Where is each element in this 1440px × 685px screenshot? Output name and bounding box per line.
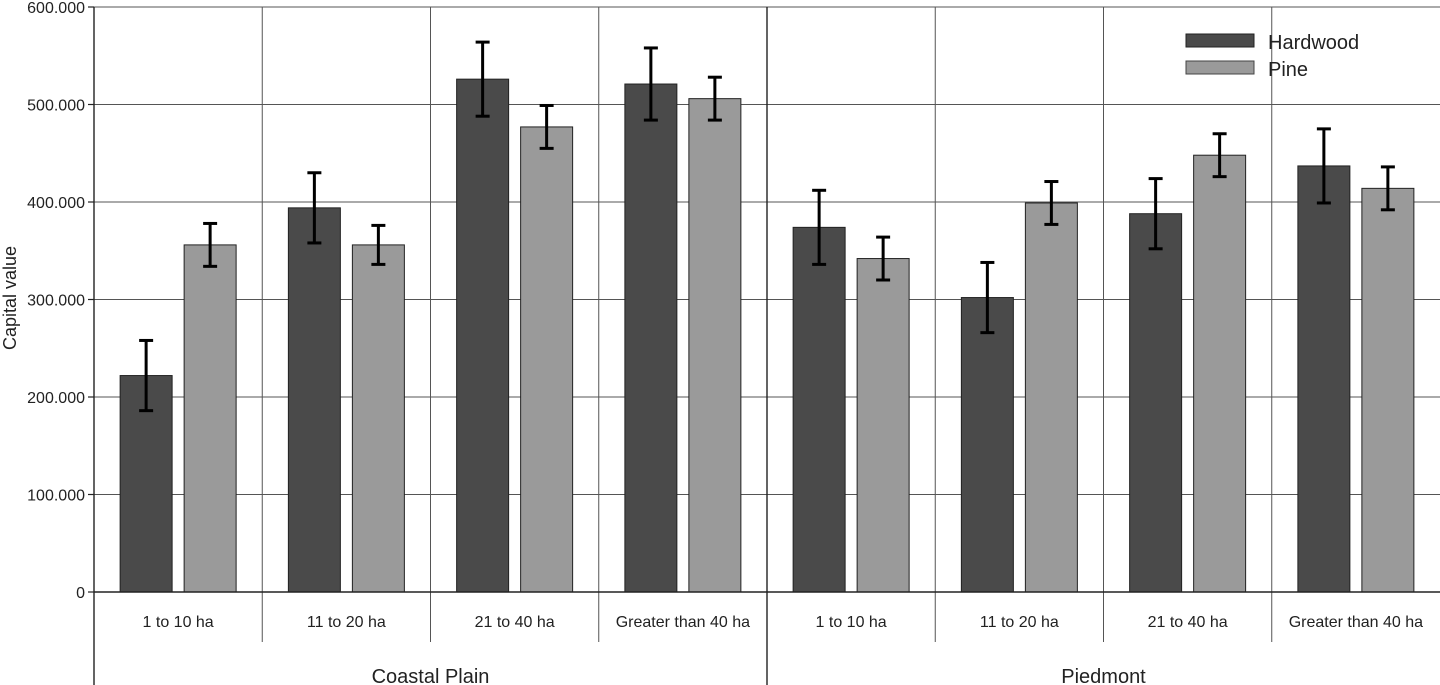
x-tick-label: 11 to 20 ha: [307, 614, 386, 631]
y-axis-title: Capital value: [0, 246, 20, 350]
x-tick-label: 1 to 10 ha: [816, 614, 887, 631]
x-tick-label: 11 to 20 ha: [980, 614, 1059, 631]
x-tick-label: 1 to 10 ha: [143, 614, 214, 631]
bar-pine: [1193, 154, 1247, 593]
bar-hardwood: [624, 83, 678, 593]
y-tick-label: 400.000: [27, 195, 85, 212]
x-tick-label: 21 to 40 ha: [475, 614, 555, 631]
legend-swatch-hardwood: [1185, 33, 1255, 48]
bar-pine: [1024, 202, 1078, 593]
bar-hardwood: [1129, 213, 1183, 593]
legend-label-pine: Pine: [1268, 59, 1308, 81]
legend: Hardwood Pine: [1185, 32, 1359, 81]
legend-swatch-pine: [1185, 60, 1255, 75]
y-tick-label: 600.000: [27, 0, 85, 17]
bar-pine: [183, 244, 237, 593]
group-label: Piedmont: [1061, 666, 1146, 685]
bar-hardwood: [960, 297, 1014, 593]
y-tick-label: 200.000: [27, 390, 85, 407]
bar-pine: [520, 126, 574, 593]
y-tick-label: 100.000: [27, 488, 85, 505]
bar-pine: [856, 258, 910, 593]
group-labels: Coastal Plain Piedmont: [372, 666, 1147, 685]
bar-hardwood: [1297, 165, 1351, 593]
bar-pine: [688, 98, 742, 593]
error-bars: [139, 40, 1395, 413]
bar-pine: [351, 244, 405, 593]
y-tick-label: 0: [76, 585, 85, 602]
bar-hardwood: [792, 226, 846, 593]
y-tick-label: 500.000: [27, 98, 85, 115]
bars: [119, 78, 1415, 593]
bar-pine: [1361, 187, 1415, 593]
x-tick-label: Greater than 40 ha: [616, 614, 750, 631]
x-tick-label: 21 to 40 ha: [1148, 614, 1228, 631]
bar-hardwood: [456, 78, 510, 593]
y-tick-labels: 0 100.000 200.000 300.000 400.000 500.000 600.…: [27, 0, 85, 602]
x-tick-labels: 1 to 10 ha 11 to 20 ha 21 to 40 ha Greater …: [143, 614, 1424, 631]
bar-hardwood: [287, 207, 341, 593]
y-tick-label: 300.000: [27, 293, 85, 310]
x-tick-label: Greater than 40 ha: [1289, 614, 1423, 631]
legend-label-hardwood: Hardwood: [1268, 32, 1359, 54]
group-label: Coastal Plain: [372, 666, 490, 685]
axes: [88, 6, 1440, 685]
